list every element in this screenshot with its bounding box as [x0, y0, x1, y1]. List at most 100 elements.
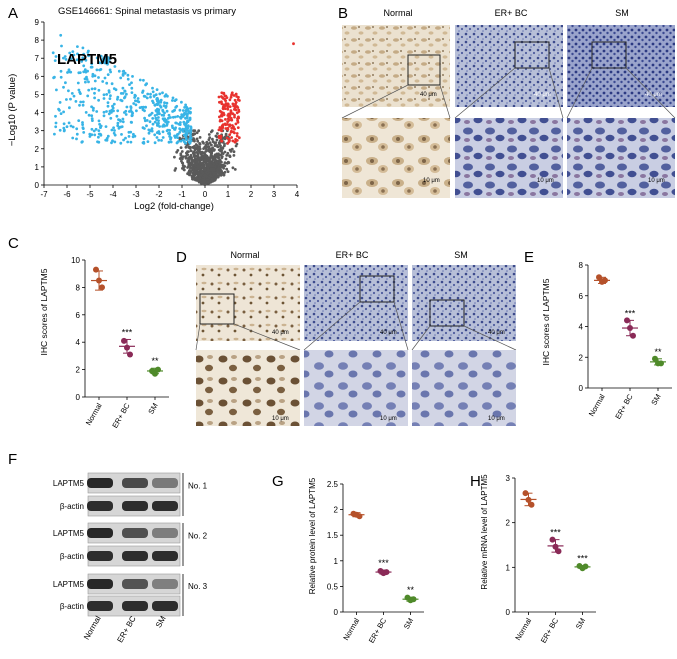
volcano-gene-point [100, 61, 103, 65]
volcano-gene-point [105, 137, 109, 140]
x-tick-label: SM [649, 393, 662, 407]
volcano-gene-point [123, 111, 126, 114]
volcano-gene-point [180, 128, 184, 132]
volcano-gene-point [113, 65, 117, 68]
volcano-gene-point [233, 168, 237, 171]
volcano-gene-point [158, 112, 161, 116]
volcano-gene-point [93, 79, 97, 83]
volcano-gene-point [169, 140, 173, 144]
data-point [596, 274, 602, 281]
volcano-gene-point [222, 164, 225, 168]
volcano-gene-point [138, 106, 142, 109]
volcano-gene-point [95, 110, 99, 113]
volcano-gene-point [129, 106, 133, 110]
volcano-gene-point [106, 73, 110, 76]
x-tick-label: SM [146, 402, 159, 416]
volcano-gene-point [223, 161, 227, 165]
significance-label: *** [122, 327, 133, 337]
y-tick-label: 10 [71, 256, 80, 265]
volcano-gene-point [226, 127, 230, 131]
volcano-gene-point [223, 94, 227, 98]
volcano-gene-point [183, 127, 187, 131]
volcano-x-tick-label: 3 [272, 190, 277, 199]
e-ylabel: IHC scores of LAPTM5 [541, 278, 551, 365]
volcano-gene-point [59, 69, 63, 73]
volcano-gene-point [175, 121, 178, 125]
volcano-gene-point [120, 99, 124, 103]
volcano-gene-point [90, 117, 94, 121]
volcano-gene-point [133, 134, 137, 138]
volcano-gene-point [211, 178, 215, 182]
volcano-gene-point [116, 97, 119, 101]
volcano-gene-point [144, 83, 148, 87]
y-tick-label: 2 [334, 506, 339, 515]
volcano-gene-point [92, 106, 95, 110]
volcano-gene-point [188, 157, 191, 161]
volcano-x-tick-label: 4 [295, 190, 300, 199]
h-ylabel: Relative mRNA level of LAPTM5 [480, 474, 489, 590]
volcano-gene-point [149, 95, 152, 99]
volcano-gene-point [54, 121, 58, 125]
actin-band [87, 601, 113, 611]
volcano-gene-point [220, 119, 224, 123]
volcano-gene-point [87, 54, 90, 58]
volcano-gene-point [217, 128, 221, 132]
volcano-gene-point [165, 109, 169, 113]
volcano-gene-point [218, 115, 221, 119]
volcano-gene-point [215, 138, 219, 142]
volcano-gene-point [123, 96, 126, 100]
volcano-gene-point [59, 75, 63, 79]
volcano-gene-point [124, 113, 128, 116]
volcano-gene-point [59, 112, 63, 115]
volcano-gene-point [143, 119, 147, 123]
y-tick-label: 2 [76, 366, 81, 375]
y-tick-label: 4 [579, 323, 584, 332]
volcano-gene-point [117, 118, 120, 121]
volcano-gene-point [173, 99, 177, 102]
volcano-gene-point [234, 102, 237, 106]
volcano-gene-point [236, 106, 240, 109]
volcano-gene-point [138, 78, 142, 82]
volcano-gene-point [231, 139, 235, 143]
volcano-gene-point [180, 161, 184, 165]
volcano-gene-point [154, 93, 158, 96]
b-normal-zoom-box [407, 54, 441, 86]
volcano-gene-point [185, 121, 189, 124]
volcano-gene-point [186, 172, 190, 176]
volcano-gene-point [208, 136, 212, 140]
volcano-gene-point [62, 85, 65, 89]
volcano-gene-point [55, 88, 58, 92]
volcano-gene-point [216, 170, 219, 174]
volcano-gene-point [121, 120, 125, 124]
data-point [630, 332, 636, 339]
significance-label: *** [577, 554, 588, 564]
x-tick-label: ER+ BC [613, 392, 635, 421]
volcano-gene-point [163, 111, 166, 115]
volcano-gene-point [72, 94, 76, 98]
volcano-gene-point [68, 51, 72, 55]
panel-d: D Normal ER+ BC SM 40 μm 40 μm 40 μm 10 … [176, 249, 517, 426]
volcano-gene-point [210, 129, 214, 133]
volcano-gene-point [82, 70, 86, 74]
volcano-gene-point [205, 156, 209, 159]
volcano-gene-point [188, 163, 192, 167]
d-normal-overview-image [196, 265, 300, 341]
volcano-gene-point [190, 166, 194, 170]
volcano-gene-point [188, 111, 192, 115]
volcano-gene-point [150, 127, 154, 131]
volcano-gene-point [161, 130, 165, 134]
volcano-gene-point [217, 95, 221, 99]
volcano-gene-point [119, 92, 123, 95]
volcano-gene-point [117, 126, 121, 130]
volcano-gene-point [220, 95, 223, 98]
volcano-gene-point [226, 170, 230, 174]
data-point [152, 370, 158, 377]
volcano-gene-point [85, 78, 89, 81]
volcano-gene-point [193, 139, 196, 143]
volcano-gene-point [159, 100, 163, 103]
volcano-gene-point [197, 146, 201, 150]
volcano-gene-point [228, 123, 232, 127]
volcano-gene-point [130, 110, 134, 114]
data-point [658, 360, 664, 367]
volcano-gene-point [142, 78, 145, 82]
